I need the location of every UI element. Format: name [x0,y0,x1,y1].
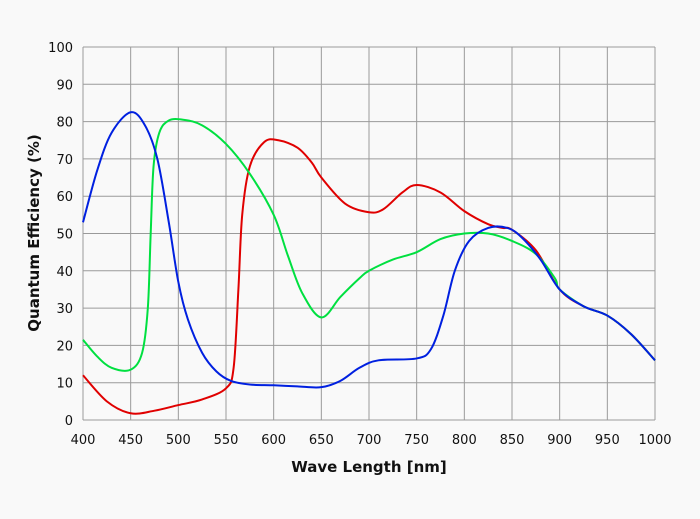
y-tick-label: 100 [48,41,73,56]
x-tick-label: 950 [595,433,620,448]
y-tick-label: 50 [56,228,73,243]
x-tick-label: 900 [547,433,572,448]
y-tick-label: 40 [56,265,73,280]
y-tick-label: 60 [56,190,73,205]
x-tick-label: 1000 [638,433,671,448]
x-tick-label: 850 [500,433,525,448]
y-tick-label: 0 [65,414,73,429]
x-tick-label: 800 [452,433,477,448]
x-tick-label: 600 [261,433,286,448]
y-tick-label: 10 [56,377,73,392]
y-tick-label: 20 [56,339,73,354]
y-tick-label: 70 [56,153,73,168]
x-tick-label: 750 [404,433,429,448]
y-tick-label: 90 [56,78,73,93]
x-axis-label: Wave Length [nm] [291,458,447,476]
y-tick-label: 30 [56,302,73,317]
x-tick-label: 700 [357,433,382,448]
x-tick-label: 400 [71,433,96,448]
x-tick-label: 650 [309,433,334,448]
x-tick-label: 450 [118,433,143,448]
y-axis-label: Quantum Efficiency (%) [25,134,43,331]
series-line-2 [82,111,656,389]
series-line-1 [82,117,656,372]
x-tick-label: 500 [166,433,191,448]
series-line-0 [82,138,656,415]
x-tick-label: 550 [214,433,239,448]
y-tick-label: 80 [56,116,73,131]
